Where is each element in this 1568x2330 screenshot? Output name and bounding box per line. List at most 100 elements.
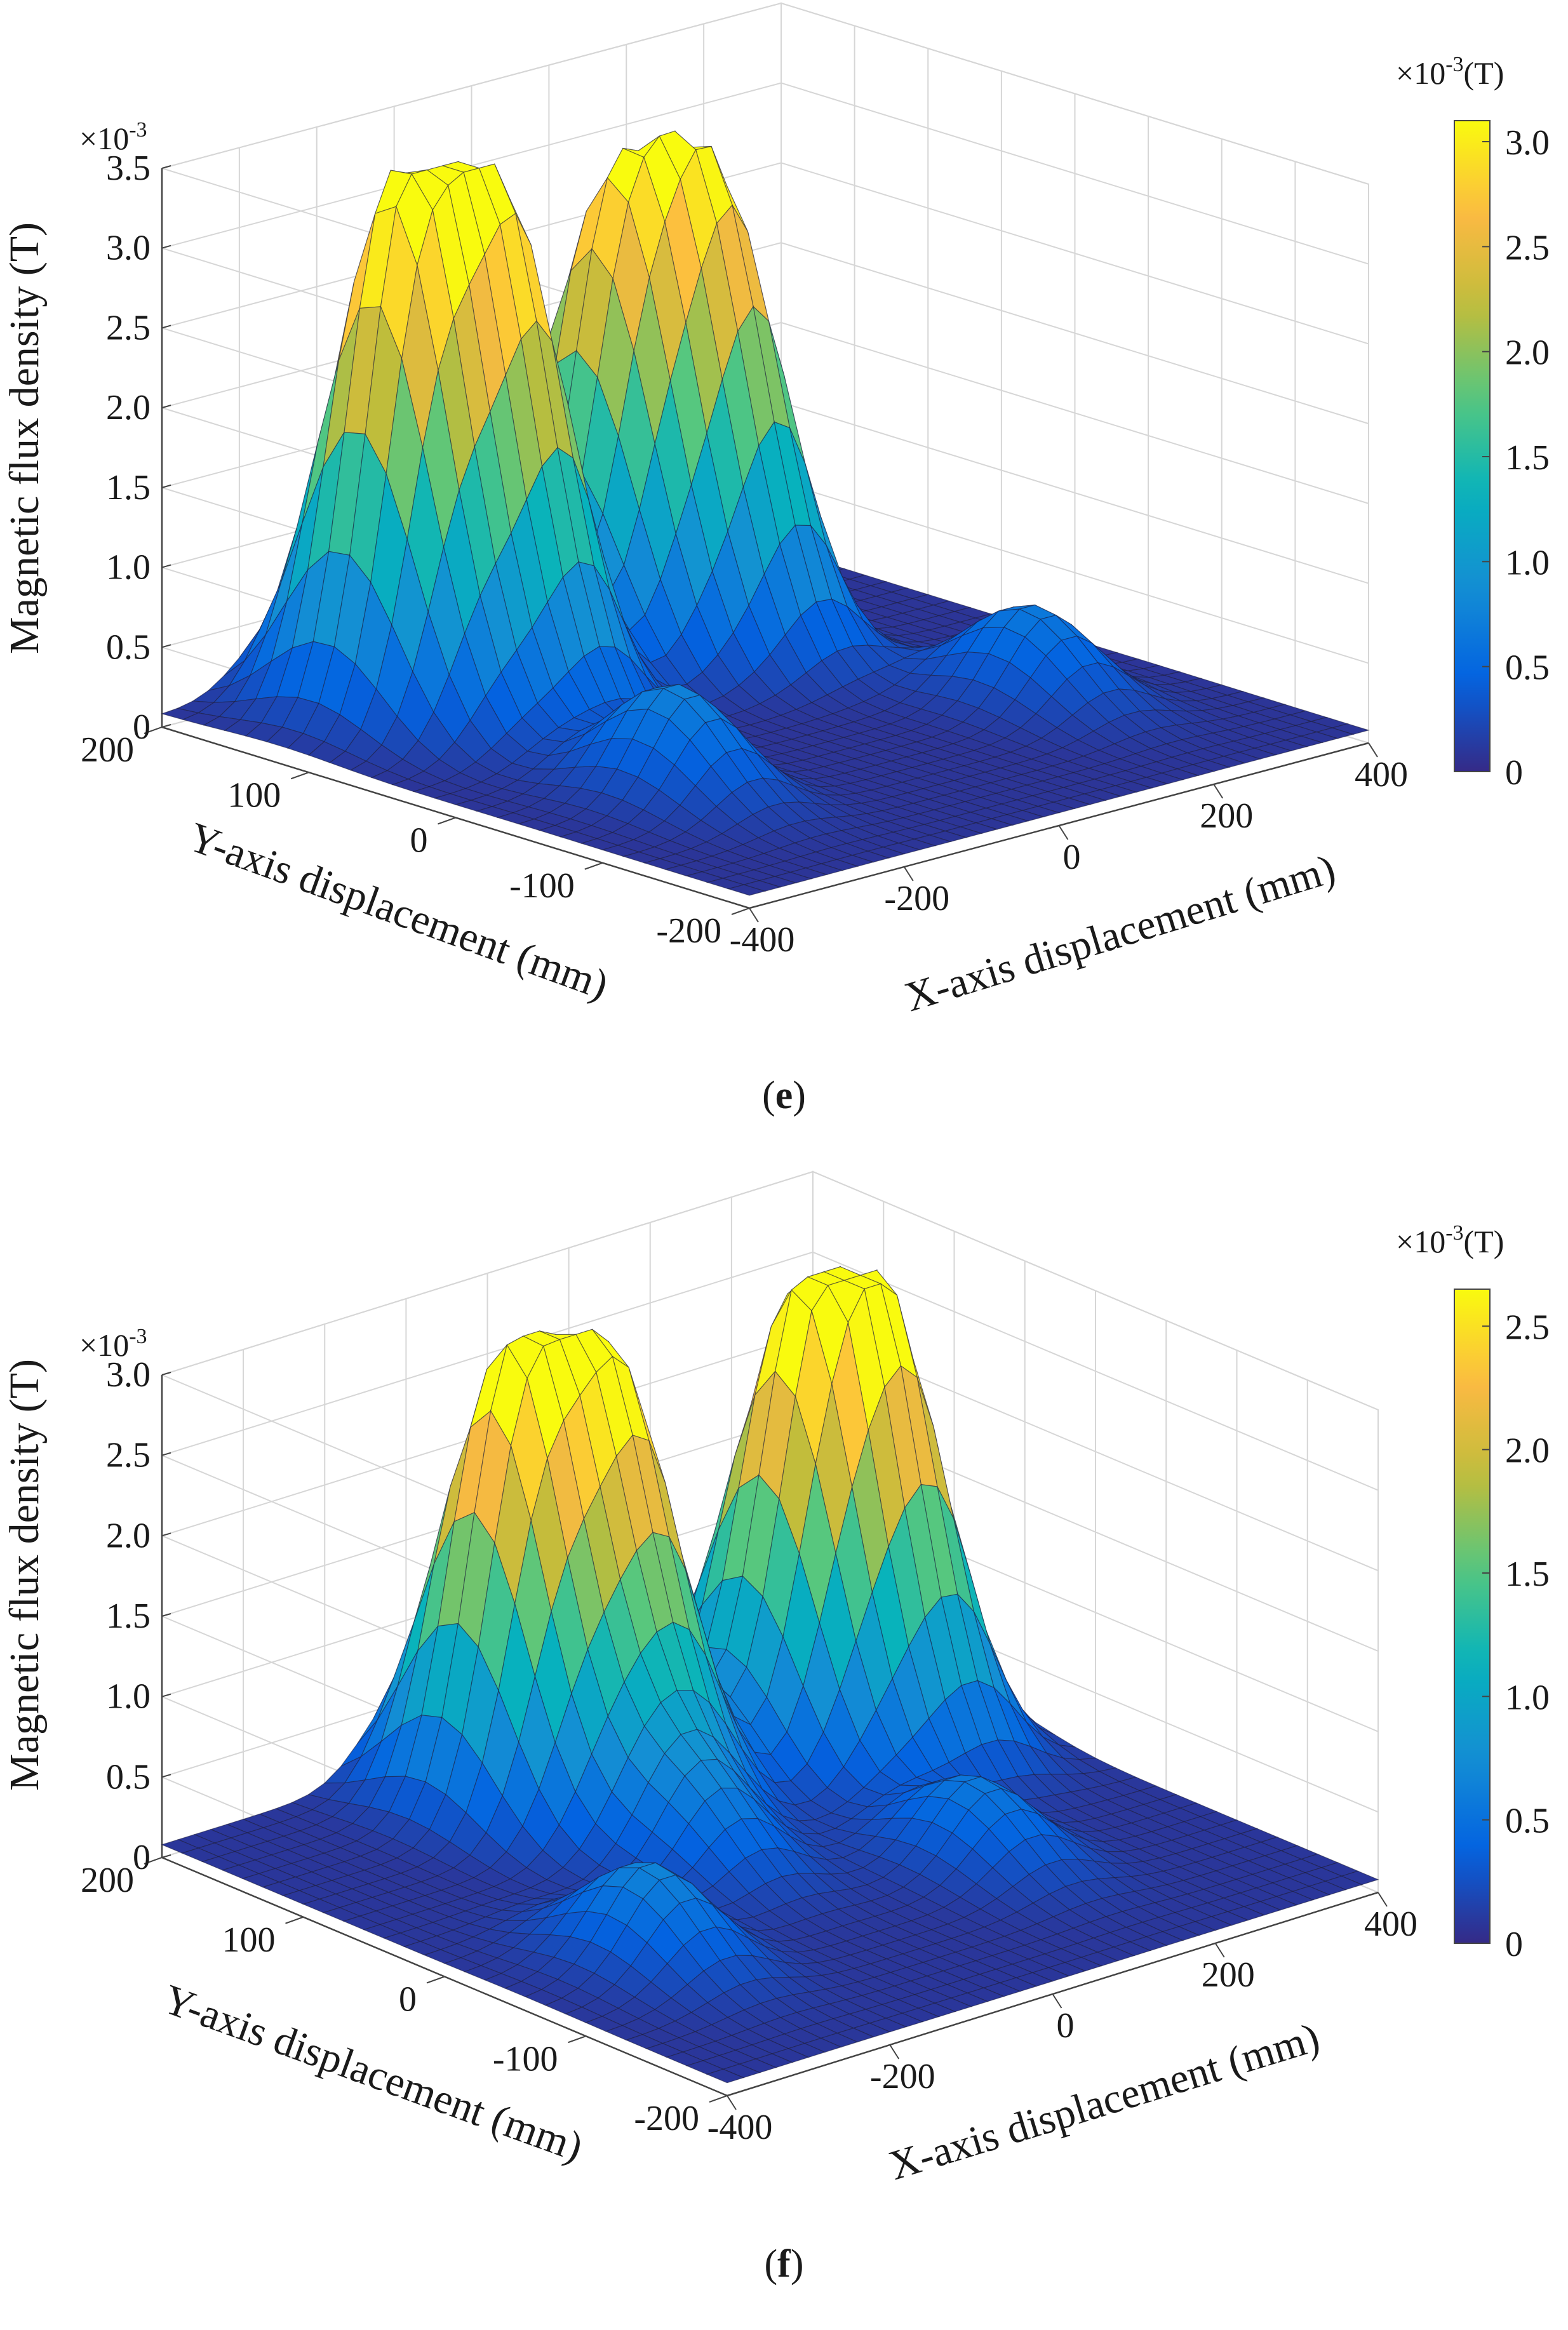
z-tick-label: 3.0 <box>106 229 151 268</box>
colorbar-tick-label: 1.5 <box>1505 438 1550 478</box>
z-exponent-label: ×10-3 <box>79 118 147 156</box>
x-tick <box>889 2044 900 2059</box>
x-tick-label: 0 <box>1057 2006 1075 2045</box>
x-tick-label: -400 <box>707 2108 773 2147</box>
surface-mesh <box>161 130 1370 896</box>
x-tick-label: 400 <box>1364 1905 1417 1944</box>
surface-patch <box>706 2068 745 2084</box>
x-tick-label: -400 <box>730 920 795 960</box>
colorbar <box>1454 120 1491 772</box>
y-tick-label: -200 <box>634 2099 699 2138</box>
z-tick-label: 3.5 <box>106 149 151 188</box>
y-tick <box>709 2095 728 2103</box>
x-tick <box>1214 1943 1225 1958</box>
colorbar-tick-label: 1.0 <box>1505 1678 1550 1717</box>
x-axis-line <box>749 742 1369 909</box>
x-tick <box>1052 1993 1062 2009</box>
colorbar-tick-label: 2.0 <box>1505 333 1550 373</box>
z-tick-label: 1.5 <box>106 1597 151 1636</box>
z-tick-label: 0.5 <box>106 627 151 667</box>
colorbar-tick-label: 0 <box>1505 753 1523 793</box>
z-tick-label: 1.0 <box>106 1677 151 1717</box>
x-tick <box>903 866 914 881</box>
z-tick-label: 1.0 <box>106 548 151 587</box>
y-tick-label: 0 <box>410 821 428 860</box>
y-tick <box>568 2035 586 2044</box>
z-tick <box>161 405 171 409</box>
y-tick <box>290 772 309 780</box>
colorbar-tick-label: 2.0 <box>1505 1431 1550 1471</box>
y-tick <box>731 907 750 915</box>
z-tick-label: 3.0 <box>106 1355 151 1395</box>
z-tick-label: 2.0 <box>106 1516 151 1555</box>
z-tick <box>161 1693 171 1697</box>
x-tick <box>727 2095 737 2110</box>
colorbar-tick-label: 3.0 <box>1505 123 1550 163</box>
panel-caption-e: (e) <box>762 1074 806 1117</box>
surface-plot-f: 00.51.01.52.02.53.0-200-1000100200-400-2… <box>1 1170 1550 2189</box>
colorbar <box>1454 1289 1491 1944</box>
panel-caption-f: (f) <box>764 2242 804 2286</box>
z-tick-label: 0.5 <box>106 1757 151 1797</box>
y-tick-label: 200 <box>81 730 134 770</box>
surface-plot-e: 0 0.5 1.0 1.5 2.0 2.5 3.0 3.5 -200 -100 0 100 200 -40… <box>1 2 1550 1021</box>
y-tick-label: -100 <box>509 866 575 906</box>
x-tick <box>749 907 759 923</box>
x-axis-title: X-axis displacement (mm) <box>900 846 1341 1021</box>
y-tick <box>584 862 603 870</box>
z-axis-title: Magnetic flux density (T) <box>1 222 48 654</box>
z-axis-title: Magnetic flux density (T) <box>1 1359 48 1791</box>
z-tick <box>161 1452 171 1456</box>
x-tick-label: 200 <box>1202 1955 1255 1995</box>
colorbar-tick-label: 2.5 <box>1505 228 1550 267</box>
x-tick-label: -200 <box>870 2057 935 2096</box>
z-tick <box>161 644 171 648</box>
z-exponent-label: ×10-3 <box>79 1325 147 1363</box>
z-tick-label: 2.0 <box>106 388 151 427</box>
y-tick <box>144 726 163 734</box>
z-tick <box>161 1613 171 1617</box>
y-tick-label: 100 <box>227 775 281 815</box>
z-tick <box>161 484 171 488</box>
z-tick-label: 2.5 <box>106 1436 151 1475</box>
x-tick <box>1377 1892 1388 1907</box>
z-tick <box>161 564 171 568</box>
z-tick <box>161 325 171 329</box>
colorbar-tick-label: 2.5 <box>1505 1308 1550 1347</box>
y-tick-label: -100 <box>493 2039 558 2079</box>
colorbar-tick-label: 0.5 <box>1505 1802 1550 1841</box>
y-tick-label: 200 <box>81 1861 134 1900</box>
z-tick-label: 2.5 <box>106 308 151 347</box>
y-tick-label: 0 <box>399 1980 417 2019</box>
y-axis-line <box>161 726 750 909</box>
z-tick-label: 0 <box>133 707 151 747</box>
z-tick <box>161 1532 171 1537</box>
y-tick <box>426 1976 445 1984</box>
y-axis-title: Y-axis displacement (mm) <box>183 813 614 1008</box>
x-tick <box>1368 742 1378 758</box>
colorbar-unit-label: ×10-3(T) <box>1396 53 1504 91</box>
colorbar-tick-label: 0 <box>1505 1925 1523 1964</box>
colorbar-tick-label: 0.5 <box>1505 648 1550 688</box>
colorbar-gradient <box>1454 120 1491 772</box>
z-tick-label: 0 <box>133 1838 151 1877</box>
y-tick <box>144 1857 163 1865</box>
z-tick <box>161 165 171 169</box>
y-tick <box>438 817 456 825</box>
surface-chart-f: 0 0.5 1.0 1.5 2.0 2.5 3.0 -200 -100 0 100 200 -400 -2… <box>0 1162 1568 2330</box>
z-tick-label: 1.5 <box>106 468 151 507</box>
y-tick-label: -200 <box>656 911 721 951</box>
y-tick-label: 100 <box>222 1920 276 1960</box>
x-tick-label: -200 <box>884 879 949 918</box>
surface-chart-e: 0 0.5 1.0 1.5 2.0 2.5 3.0 3.5 -200 -100 0 100 200 -40… <box>0 0 1568 1162</box>
colorbar-unit-label: ×10-3(T) <box>1396 1221 1504 1259</box>
x-tick-label: 400 <box>1355 755 1408 794</box>
z-tick <box>161 1372 171 1376</box>
colorbar-tick-label: 1.0 <box>1505 543 1550 582</box>
z-tick <box>161 1774 171 1778</box>
surface-mesh <box>161 1266 1379 2084</box>
x-axis-line <box>727 1891 1379 2097</box>
x-tick <box>1213 784 1224 799</box>
x-tick <box>1058 825 1069 840</box>
x-tick-label: 200 <box>1200 796 1253 836</box>
